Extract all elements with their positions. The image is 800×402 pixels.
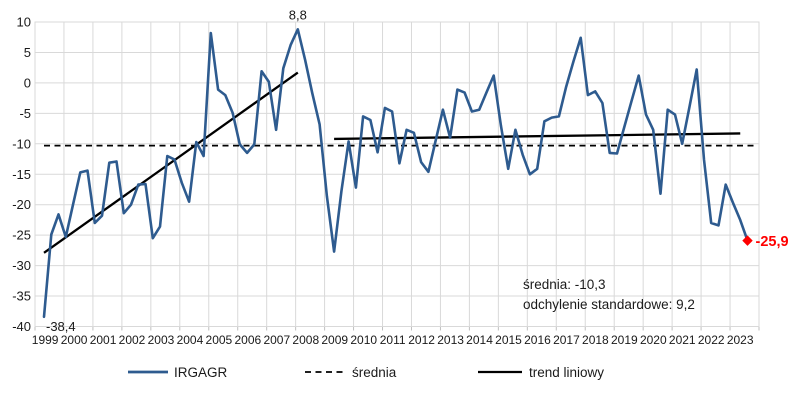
x-year-label: 2007 bbox=[263, 333, 290, 347]
y-tick-label: -5 bbox=[19, 106, 31, 121]
x-year-label: 2018 bbox=[582, 333, 609, 347]
irgagr-series bbox=[42, 27, 749, 319]
y-tick-label: -20 bbox=[12, 197, 31, 212]
y-tick-label: -25 bbox=[12, 228, 31, 243]
trend-lines bbox=[43, 71, 741, 254]
y-tick-label: -35 bbox=[12, 289, 31, 304]
stats-std: odchylenie standardowe: 9,2 bbox=[523, 297, 695, 312]
plot-border bbox=[34, 21, 760, 327]
x-year-label: 2006 bbox=[235, 333, 262, 347]
y-axis-tick-labels: 10 5 0 -5 -10 -15 -20 -25 -30 -35 -40 bbox=[12, 15, 31, 335]
x-year-label: 2010 bbox=[350, 333, 377, 347]
x-year-label: 2013 bbox=[437, 333, 464, 347]
y-tick-label: -30 bbox=[12, 258, 31, 273]
y-tick-label: 0 bbox=[24, 75, 31, 90]
x-year-label: 2012 bbox=[408, 333, 435, 347]
end-marker-diamond bbox=[742, 235, 753, 246]
trend-line bbox=[43, 71, 299, 254]
y-tick-label: -40 bbox=[12, 319, 31, 334]
x-year-label: 2021 bbox=[669, 333, 696, 347]
x-year-label: 2003 bbox=[148, 333, 175, 347]
x-year-label: 2022 bbox=[698, 333, 725, 347]
y-tick-label: -10 bbox=[12, 136, 31, 151]
x-year-label: 2016 bbox=[524, 333, 551, 347]
x-year-label: 2000 bbox=[61, 333, 88, 347]
annotation-first-value: -38,4 bbox=[46, 319, 76, 334]
x-year-label: 2005 bbox=[206, 333, 233, 347]
x-year-label: 2011 bbox=[380, 333, 406, 347]
legend-irgagr-label: IRGAGR bbox=[174, 365, 228, 380]
legend-trend-label: trend liniowy bbox=[529, 365, 604, 380]
irgagr-series-line bbox=[42, 27, 749, 319]
plot-gridlines bbox=[34, 21, 760, 331]
x-year-label: 2015 bbox=[495, 333, 522, 347]
x-year-label: 2008 bbox=[292, 333, 319, 347]
y-tick-label: -15 bbox=[12, 167, 31, 182]
x-year-label: 2002 bbox=[119, 333, 146, 347]
annotation-last-value: -25,9 bbox=[756, 234, 789, 250]
end-point-marker bbox=[742, 235, 753, 246]
x-year-label: 2017 bbox=[553, 333, 580, 347]
legend: IRGAGR średnia trend liniowy bbox=[128, 365, 604, 380]
y-tick-label: 10 bbox=[17, 15, 31, 30]
annotation-peak-value: 8,8 bbox=[289, 7, 307, 22]
x-year-label: 1999 bbox=[32, 333, 59, 347]
y-tick-label: 5 bbox=[24, 45, 31, 60]
x-year-label: 2020 bbox=[640, 333, 667, 347]
trend-line bbox=[334, 132, 741, 141]
x-year-label: 2004 bbox=[177, 333, 204, 347]
x-year-label: 2014 bbox=[466, 333, 493, 347]
legend-mean-label: średnia bbox=[352, 365, 397, 380]
x-axis-year-labels: 1999 2000 2001 2002 2003 2004 2005 2006 2007 2008… bbox=[32, 333, 754, 347]
x-year-label: 2001 bbox=[90, 333, 117, 347]
x-year-label: 2009 bbox=[321, 333, 348, 347]
x-year-label: 2019 bbox=[611, 333, 638, 347]
x-year-label: 2023 bbox=[727, 333, 754, 347]
stats-mean: średnia: -10,3 bbox=[523, 277, 606, 292]
